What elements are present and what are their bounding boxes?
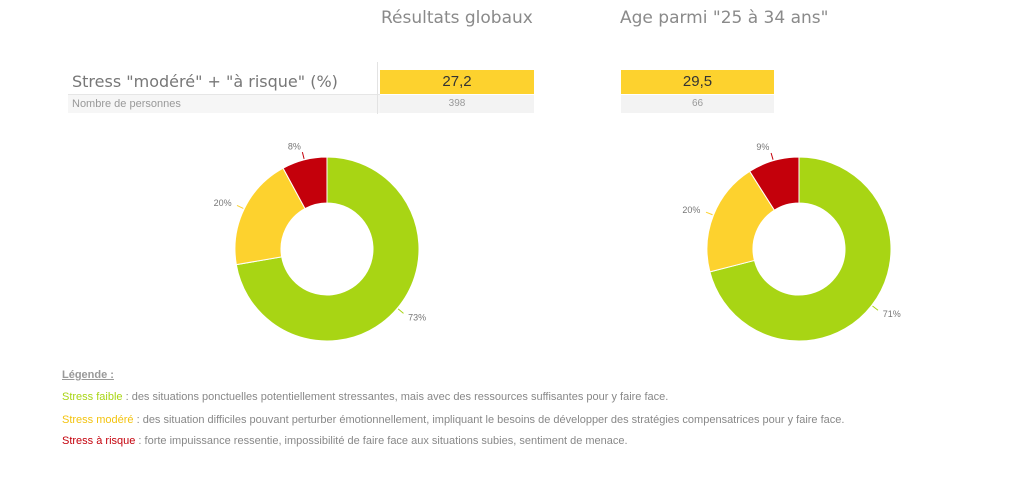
age-count-value: 66 bbox=[621, 95, 774, 113]
donut-label-risque: 9% bbox=[756, 142, 769, 152]
table-divider bbox=[377, 62, 378, 114]
age-stress-value: 29,5 bbox=[621, 70, 774, 94]
donut-slice-risque bbox=[282, 156, 328, 210]
legend-item-modere: Stress modéré : des situation difficiles… bbox=[62, 414, 844, 426]
global-results-title: Résultats globaux bbox=[381, 8, 533, 28]
metric-label: Stress "modéré" + "à risque" (%) bbox=[68, 70, 380, 95]
donut-label-faible: 73% bbox=[408, 312, 426, 322]
legend-key-risque: Stress à risque bbox=[62, 435, 136, 447]
legend-text-risque: : forte impuissance ressentie, impossibi… bbox=[135, 435, 628, 447]
donut-leader-risque bbox=[770, 152, 774, 160]
donut-label-modere: 20% bbox=[214, 198, 232, 208]
legend-key-modere: Stress modéré bbox=[62, 414, 134, 426]
donut-label-modere: 20% bbox=[682, 205, 700, 215]
global-stress-value: 27,2 bbox=[380, 70, 534, 94]
legend-title: Légende : bbox=[62, 369, 114, 381]
legend-text-modere: : des situation difficiles pouvant pertu… bbox=[133, 414, 845, 426]
donut-leader-risque bbox=[301, 151, 305, 159]
donut-leader-modere bbox=[236, 204, 244, 209]
donut-leader-faible bbox=[872, 305, 879, 311]
legend-item-risque: Stress à risque : forte impuissance ress… bbox=[62, 435, 628, 447]
donut-slice-faible bbox=[235, 156, 420, 342]
donut-slice-faible bbox=[709, 156, 892, 342]
legend-key-faible: Stress faible bbox=[62, 391, 123, 403]
donut-leader-faible bbox=[397, 308, 404, 314]
global-count-value: 398 bbox=[380, 95, 534, 113]
donut-slice-risque bbox=[749, 156, 800, 211]
donut-leader-modere bbox=[705, 211, 713, 216]
count-label: Nombre de personnes bbox=[68, 95, 380, 113]
legend-item-faible: Stress faible : des situations ponctuell… bbox=[62, 391, 668, 403]
age-group-title: Age parmi "25 à 34 ans" bbox=[620, 8, 829, 28]
legend-text-faible: : des situations ponctuelles potentielle… bbox=[122, 391, 669, 403]
donut-label-faible: 71% bbox=[883, 309, 901, 319]
donut-label-risque: 8% bbox=[288, 141, 301, 151]
